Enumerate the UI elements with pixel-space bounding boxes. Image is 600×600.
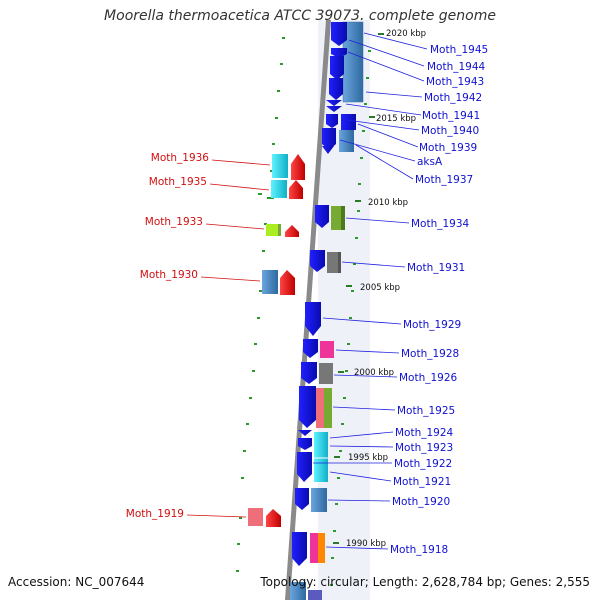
- gene-label-moth-1929[interactable]: Moth_1929: [403, 319, 461, 331]
- gene-moth-1943[interactable]: [331, 48, 347, 58]
- gene-moth-1925[interactable]: [316, 388, 324, 428]
- gene-moth-1924[interactable]: [314, 432, 328, 482]
- kbp-label-1990: 1990 kbp: [346, 539, 386, 549]
- gene-label-moth-1931[interactable]: Moth_1931: [407, 262, 465, 274]
- gene-moth-1935[interactable]: [289, 180, 303, 199]
- gene-moth-1937-a[interactable]: [322, 146, 334, 154]
- gene-label-moth-1941[interactable]: Moth_1941: [422, 110, 480, 122]
- gene-moth-1918[interactable]: [310, 533, 318, 563]
- gene-label-moth-1933[interactable]: Moth_1933: [145, 216, 203, 228]
- leader-lines-right: [313, 32, 428, 550]
- gene-partial-bottom[interactable]: [290, 582, 306, 600]
- gene-label-moth-1945[interactable]: Moth_1945: [430, 44, 488, 56]
- gene-label-moth-1930[interactable]: Moth_1930: [140, 269, 198, 281]
- gene-moth-1936[interactable]: [291, 154, 305, 180]
- gene-moth-1918-b[interactable]: [318, 533, 325, 563]
- gene-label-moth-1928[interactable]: Moth_1928: [401, 348, 459, 360]
- kbp-label-1995: 1995 kbp: [348, 453, 388, 463]
- gene-moth-1936-a[interactable]: [272, 154, 288, 178]
- gene-moth-1933-a[interactable]: [266, 224, 280, 236]
- leader-lines-left: [186, 159, 271, 518]
- gene-moth-1929[interactable]: [305, 302, 321, 336]
- gene-label-moth-1926[interactable]: Moth_1926: [399, 372, 458, 384]
- gene-moth-1934-a[interactable]: [315, 205, 329, 228]
- gene-moth-1922-a[interactable]: [297, 452, 312, 482]
- gene-label-moth-1918[interactable]: Moth_1918: [390, 544, 448, 556]
- gene-label-moth-1944[interactable]: Moth_1944: [427, 61, 486, 73]
- gene-label-moth-1940[interactable]: Moth_1940: [421, 125, 479, 137]
- gene-label-moth-1939[interactable]: Moth_1939: [419, 142, 477, 154]
- gene-features-right[interactable]: [290, 21, 364, 600]
- gene-moth-1920[interactable]: [311, 488, 327, 512]
- gene-moth-1924-a[interactable]: [298, 430, 312, 436]
- gene-label-aksa[interactable]: aksA: [417, 156, 443, 168]
- gene-label-moth-1922[interactable]: Moth_1922: [394, 458, 452, 470]
- gene-moth-1940[interactable]: [326, 114, 338, 128]
- gene-label-moth-1943[interactable]: Moth_1943: [426, 76, 484, 88]
- kbp-label-2005: 2005 kbp: [360, 283, 400, 293]
- gene-moth-1920-a[interactable]: [295, 488, 309, 510]
- gene-labels-right: Moth_1945 Moth_1944 Moth_1943 Moth_1942 …: [390, 44, 488, 556]
- gene-moth-1941-a[interactable]: [329, 78, 343, 100]
- gene-label-moth-1923[interactable]: Moth_1923: [395, 442, 453, 454]
- gene-moth-1918-a[interactable]: [292, 532, 307, 566]
- gene-label-moth-1942[interactable]: Moth_1942: [424, 92, 482, 104]
- gene-labels-left: Moth_1936 Moth_1935 Moth_1933 Moth_1930 …: [126, 152, 210, 520]
- gene-moth-1933[interactable]: [285, 225, 299, 237]
- kbp-label-2015: 2015 kbp: [376, 114, 416, 124]
- gene-moth-1925-a[interactable]: [299, 386, 316, 428]
- genome-info-label: Topology: circular; Length: 2,628,784 bp…: [260, 575, 590, 589]
- gene-label-moth-1921[interactable]: Moth_1921: [393, 476, 451, 488]
- gene-label-moth-1920[interactable]: Moth_1920: [392, 496, 450, 508]
- gene-label-moth-1934[interactable]: Moth_1934: [411, 218, 470, 230]
- gene-moth-1940-a[interactable]: [326, 106, 342, 112]
- gene-moth-1937[interactable]: [339, 130, 354, 152]
- gene-moth-1930-a[interactable]: [262, 270, 278, 294]
- kbp-label-2010: 2010 kbp: [368, 198, 408, 208]
- gene-moth-1923-a[interactable]: [298, 438, 312, 450]
- gene-moth-1925-b[interactable]: [324, 388, 332, 428]
- gene-aksA[interactable]: [322, 128, 336, 150]
- gene-moth-1941[interactable]: [326, 100, 342, 106]
- gene-features-left[interactable]: [248, 154, 305, 527]
- gene-moth-1934[interactable]: [331, 206, 343, 230]
- gene-moth-1926-a[interactable]: [301, 362, 317, 384]
- gene-label-moth-1919[interactable]: Moth_1919: [126, 508, 184, 520]
- gene-moth-1928[interactable]: [320, 341, 334, 358]
- gene-label-moth-1937[interactable]: Moth_1937: [415, 174, 473, 186]
- gene-moth-1944[interactable]: [331, 22, 347, 46]
- gene-label-moth-1925[interactable]: Moth_1925: [397, 405, 455, 417]
- gene-moth-1919-a[interactable]: [248, 508, 263, 526]
- accession-label: Accession: NC_007644: [8, 575, 145, 589]
- gene-moth-1926[interactable]: [319, 363, 333, 384]
- gene-moth-1919[interactable]: [266, 509, 281, 527]
- gene-moth-1927[interactable]: [303, 339, 318, 358]
- genome-title: Moorella thermoacetica ATCC 39073, compl…: [104, 8, 496, 24]
- track-band: [318, 20, 370, 600]
- gene-moth-1942[interactable]: [330, 56, 344, 80]
- kbp-ticks: [333, 33, 384, 544]
- guide-dots: [236, 37, 371, 586]
- gene-moth-1930[interactable]: [280, 270, 295, 295]
- gene-moth-1939[interactable]: [341, 114, 356, 130]
- gene-label-moth-1924[interactable]: Moth_1924: [395, 427, 454, 439]
- kbp-label-2020: 2020 kbp: [386, 29, 426, 39]
- gene-label-moth-1935[interactable]: Moth_1935: [149, 176, 207, 188]
- gene-moth-1932[interactable]: [310, 250, 325, 272]
- gene-moth-1931[interactable]: [327, 252, 340, 273]
- kbp-label-2000: 2000 kbp: [354, 368, 394, 378]
- gene-label-moth-1936[interactable]: Moth_1936: [151, 152, 210, 164]
- gene-moth-1935-a[interactable]: [271, 180, 287, 198]
